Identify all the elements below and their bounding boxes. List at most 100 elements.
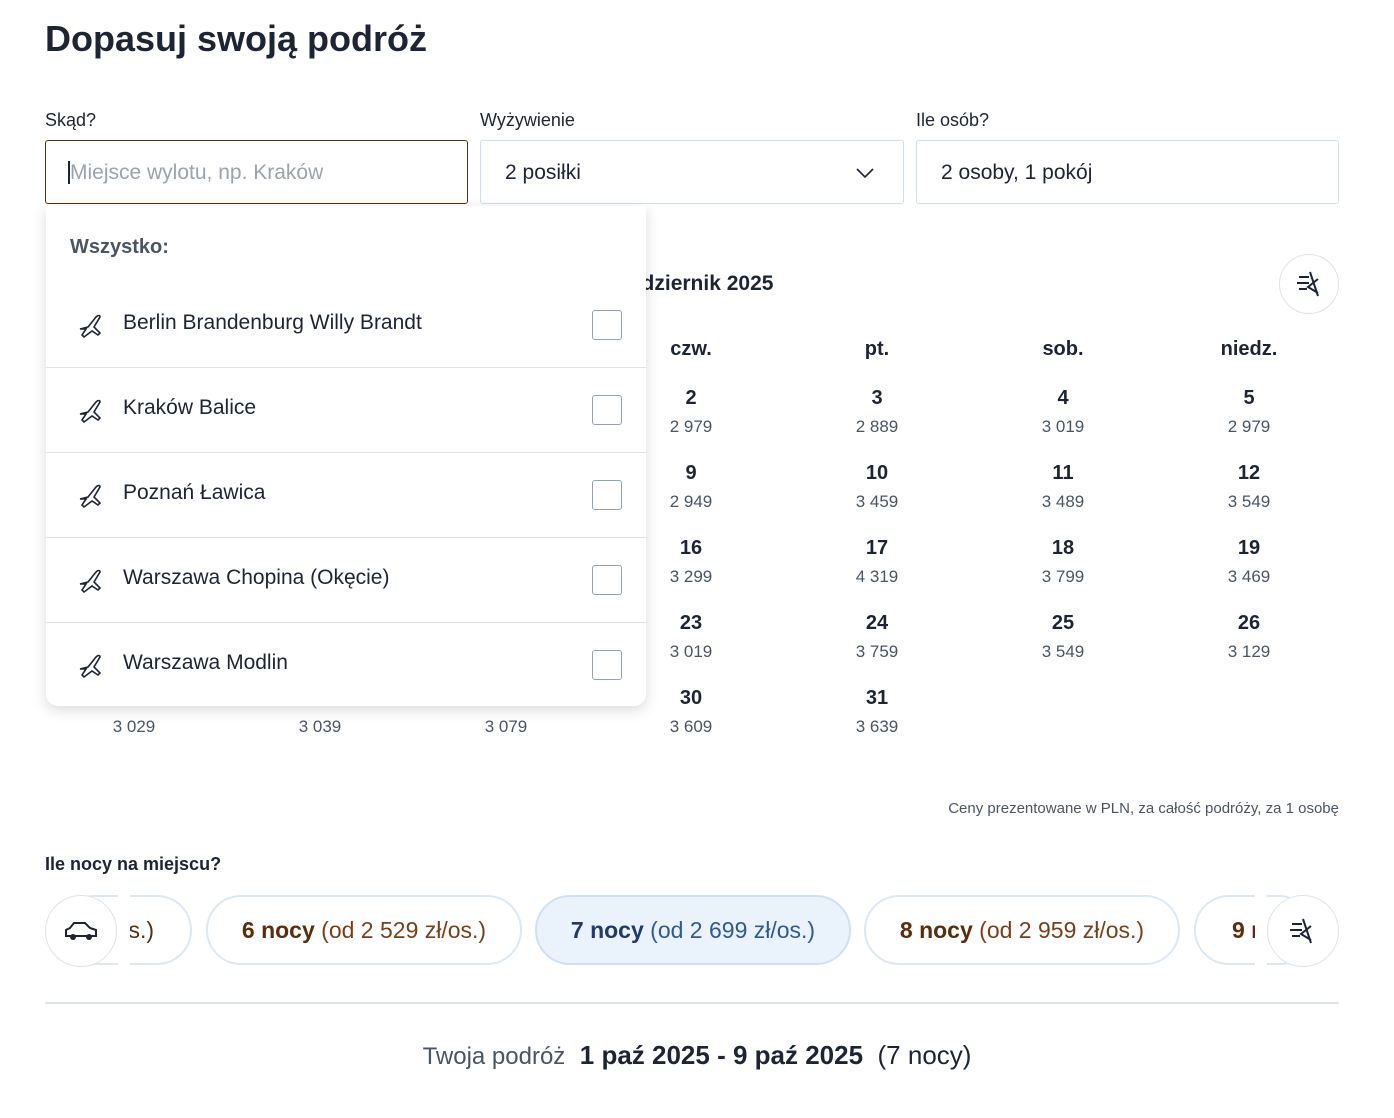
day-price: 3 129 [1227, 642, 1271, 661]
day-number: 16 [679, 537, 703, 559]
day-number: 24 [865, 612, 889, 634]
day-price: 3 029 [112, 717, 156, 736]
option[interactable]: Warszawa Chopina (Okęcie) [46, 538, 646, 623]
dropdown-heading: Wszystko: [70, 236, 169, 258]
pill-text: s.) [128, 917, 154, 943]
option[interactable]: Berlin Brandenburg Willy Brandt [46, 283, 646, 368]
day-cell[interactable]: 5 2 979 [1189, 387, 1309, 447]
summary-nights: (7 nocy) [877, 1040, 972, 1070]
option-label: Berlin Brandenburg Willy Brandt [123, 311, 422, 334]
scroll-left-button[interactable] [45, 895, 117, 967]
night-pill[interactable]: 6 nocy (od 2 529 zł/os.) [206, 895, 522, 965]
filter-icon [1297, 271, 1319, 297]
field-label: Ile osób? [916, 110, 990, 130]
summary-label: Twoja podróż [422, 1043, 566, 1070]
weekday: pt. [864, 338, 890, 360]
price-note: Ceny prezentowane w PLN, za całość podró… [948, 800, 1339, 817]
day-cell[interactable]: 24 3 759 [817, 612, 937, 672]
plane-icon [76, 481, 106, 511]
day-number: 2 [685, 387, 697, 409]
day-number: 17 [865, 537, 889, 559]
day-price: 2 949 [669, 492, 713, 511]
day-cell[interactable]: 18 3 799 [1003, 537, 1123, 597]
pill-nights: 6 nocy [241, 917, 315, 943]
pill-price: (od 2 699 zł/os.) [650, 917, 816, 943]
night-pill[interactable]: 7 nocy (od 2 699 zł/os.) [535, 895, 851, 965]
field-label: Wyżywienie [480, 110, 575, 130]
day-cell[interactable]: 31 3 639 [817, 687, 937, 747]
weekday: niedz. [1220, 338, 1278, 360]
plane-icon [76, 651, 106, 681]
day-price: 2 979 [1227, 417, 1271, 436]
option[interactable]: Warszawa Modlin [46, 623, 646, 708]
day-price: 3 799 [1041, 567, 1085, 586]
checkbox[interactable] [592, 650, 622, 680]
chevron [856, 168, 874, 179]
day-number: 5 [1243, 387, 1255, 409]
day-price: 2 889 [855, 417, 899, 436]
month-header: październik 2025 [606, 272, 774, 295]
plane-icon [76, 566, 106, 596]
day-cell[interactable]: 23 3 019 [631, 612, 751, 672]
option-label: Kraków Balice [123, 396, 257, 419]
board-select[interactable]: 2 posiłki [480, 140, 904, 204]
day-cell[interactable]: 9 2 949 [631, 462, 751, 522]
day-price: 3 469 [1227, 567, 1271, 586]
checkbox[interactable] [592, 310, 622, 340]
checkbox[interactable] [592, 480, 622, 510]
checkbox[interactable] [592, 395, 622, 425]
day-cell[interactable]: 2 2 979 [631, 387, 751, 447]
day-price: 3 609 [669, 717, 713, 736]
day-price: 3 759 [855, 642, 899, 661]
day-number: 30 [679, 687, 703, 709]
day-number: 9 [685, 462, 697, 484]
option-label: Warszawa Chopina (Okęcie) [123, 566, 390, 589]
day-number: 11 [1052, 462, 1074, 484]
day-number: 31 [865, 687, 889, 709]
car-icon [65, 922, 97, 940]
placeholder: Miejsce wylotu, np. Kraków [70, 161, 324, 184]
pill-nights: 8 nocy [899, 917, 973, 943]
filter-button[interactable] [1279, 254, 1339, 314]
pill-nights: 7 nocy [570, 917, 644, 943]
departure-input[interactable]: Miejsce wylotu, np. Kraków [45, 140, 468, 204]
day-cell[interactable]: 12 3 549 [1189, 462, 1309, 522]
day-number: 23 [679, 612, 703, 634]
field-label: Skąd? [45, 110, 97, 130]
divider [45, 1002, 1339, 1004]
day-cell[interactable]: 4 3 019 [1003, 387, 1123, 447]
scroll-right-button[interactable] [1267, 895, 1339, 967]
pill-price: (od 2 959 zł/os.) [979, 917, 1145, 943]
day-number: 25 [1051, 612, 1075, 634]
day-price: 3 459 [855, 492, 899, 511]
option-label: Warszawa Modlin [123, 651, 288, 674]
option[interactable]: Kraków Balice [46, 368, 646, 453]
night-pill[interactable]: 8 nocy (od 2 959 zł/os.) [864, 895, 1180, 965]
weekday: czw. [670, 338, 712, 360]
day-price: 4 319 [855, 567, 899, 586]
day-price: 3 019 [669, 642, 713, 661]
dropdown: Wszystko: Berlin Brandenburg Willy Brand… [46, 206, 646, 706]
day-number: 18 [1051, 537, 1075, 559]
day-cell[interactable]: 16 3 299 [631, 537, 751, 597]
day-price: 3 549 [1227, 492, 1271, 511]
day-cell[interactable]: 3 2 889 [817, 387, 937, 447]
day-cell[interactable]: 30 3 609 [631, 687, 751, 747]
day-number: 4 [1057, 387, 1069, 409]
day-cell[interactable]: 11 3 489 [1003, 462, 1123, 522]
day-number: 10 [865, 462, 889, 484]
day-price: 3 019 [1041, 417, 1085, 436]
day-cell[interactable]: 26 3 129 [1189, 612, 1309, 672]
day-cell[interactable]: 25 3 549 [1003, 612, 1123, 672]
day-cell[interactable]: 17 4 319 [817, 537, 937, 597]
day-number: 12 [1237, 462, 1261, 484]
guests-input[interactable]: 2 osoby, 1 pokój [916, 140, 1339, 204]
day-cell[interactable]: 10 3 459 [817, 462, 937, 522]
option[interactable]: Poznań Ławica [46, 453, 646, 538]
day-cell[interactable]: 19 3 469 [1189, 537, 1309, 597]
day-number: 3 [871, 387, 883, 409]
page-title: Dopasuj swoją podróż [45, 18, 428, 59]
checkbox[interactable] [592, 565, 622, 595]
option-label: Poznań Ławica [123, 481, 266, 504]
